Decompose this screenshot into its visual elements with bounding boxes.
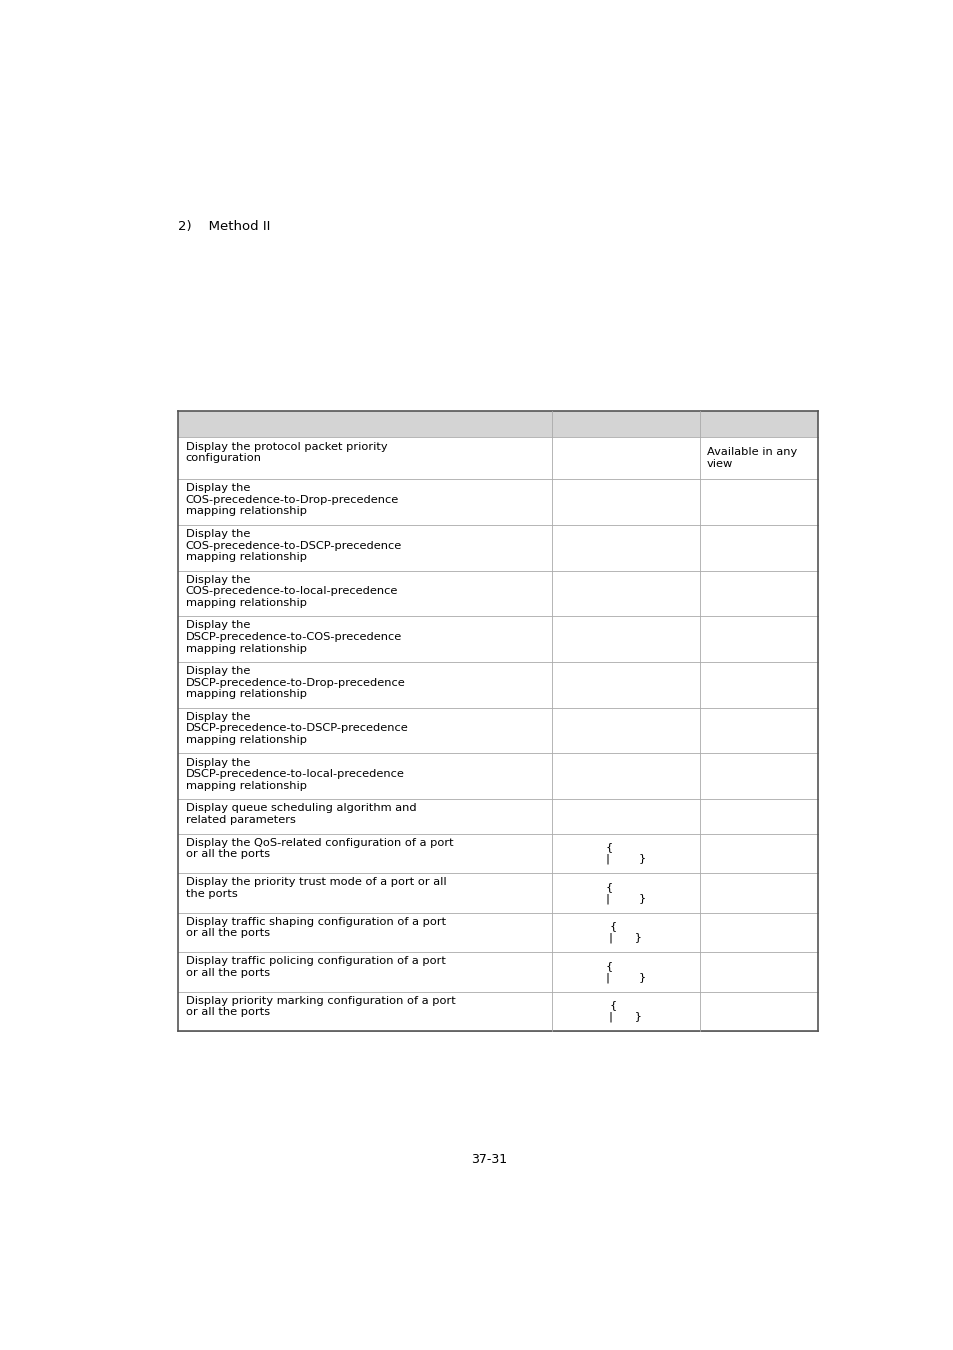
Text: 2)    Method II: 2) Method II bbox=[178, 220, 271, 234]
Text: {
|      }: { | } bbox=[609, 921, 641, 944]
Text: Display the
DSCP-precedence-to-COS-precedence
mapping relationship: Display the DSCP-precedence-to-COS-prece… bbox=[186, 621, 401, 653]
Text: Display the QoS-related configuration of a port
or all the ports: Display the QoS-related configuration of… bbox=[186, 838, 453, 860]
Text: Display the
COS-precedence-to-local-precedence
mapping relationship: Display the COS-precedence-to-local-prec… bbox=[186, 575, 397, 608]
Text: Display the
COS-precedence-to-Drop-precedence
mapping relationship: Display the COS-precedence-to-Drop-prece… bbox=[186, 483, 398, 517]
Text: {
|        }: { | } bbox=[605, 961, 645, 983]
Text: Display the
DSCP-precedence-to-DSCP-precedence
mapping relationship: Display the DSCP-precedence-to-DSCP-prec… bbox=[186, 711, 408, 745]
Text: Display traffic shaping configuration of a port
or all the ports: Display traffic shaping configuration of… bbox=[186, 917, 445, 938]
Bar bbox=[178, 412, 817, 437]
Text: Display traffic policing configuration of a port
or all the ports: Display traffic policing configuration o… bbox=[186, 956, 445, 977]
Text: Display the
COS-precedence-to-DSCP-precedence
mapping relationship: Display the COS-precedence-to-DSCP-prece… bbox=[186, 529, 401, 562]
Text: Available in any
view: Available in any view bbox=[706, 447, 797, 468]
Text: Display the protocol packet priority
configuration: Display the protocol packet priority con… bbox=[186, 441, 387, 463]
Text: Display the
DSCP-precedence-to-Drop-precedence
mapping relationship: Display the DSCP-precedence-to-Drop-prec… bbox=[186, 666, 405, 699]
Text: {
|        }: { | } bbox=[605, 882, 645, 903]
Text: Display queue scheduling algorithm and
related parameters: Display queue scheduling algorithm and r… bbox=[186, 803, 416, 825]
Text: Display priority marking configuration of a port
or all the ports: Display priority marking configuration o… bbox=[186, 996, 456, 1018]
Text: {
|        }: { | } bbox=[605, 842, 645, 864]
Text: {
|      }: { | } bbox=[609, 1000, 641, 1022]
Text: 37-31: 37-31 bbox=[471, 1153, 506, 1166]
Text: Display the
DSCP-precedence-to-local-precedence
mapping relationship: Display the DSCP-precedence-to-local-pre… bbox=[186, 757, 404, 791]
Text: Display the priority trust mode of a port or all
the ports: Display the priority trust mode of a por… bbox=[186, 878, 446, 899]
